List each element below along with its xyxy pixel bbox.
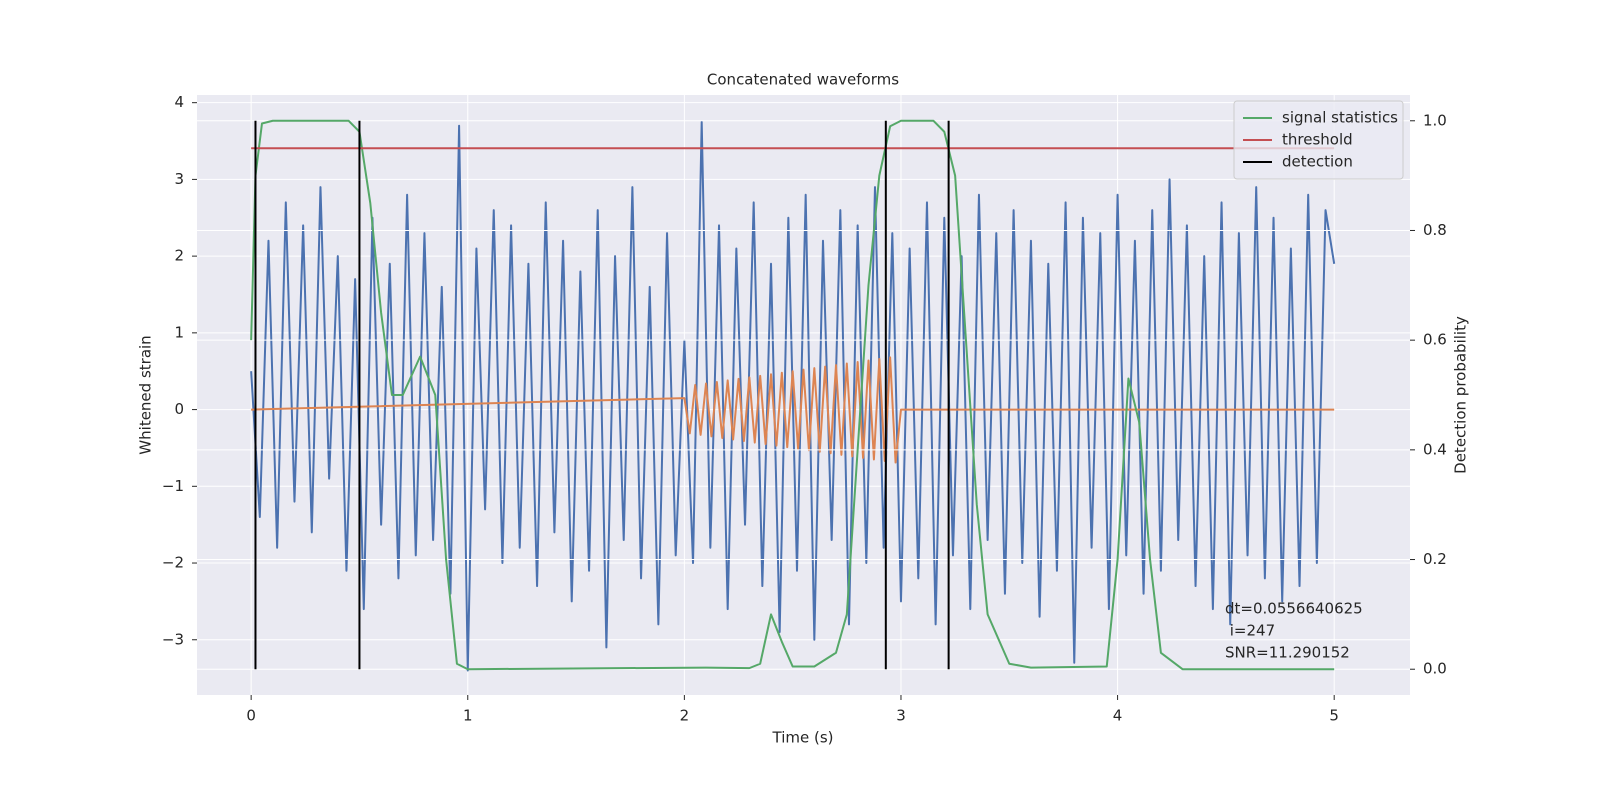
y-tick-label: −1 <box>162 477 184 495</box>
y2-tick-label: 0.4 <box>1423 440 1447 458</box>
y2-tick-label: 0.2 <box>1423 550 1447 568</box>
y-tick-label: −2 <box>162 554 184 572</box>
x-tick-label: 5 <box>1329 707 1339 725</box>
y2-tick-label: 0.6 <box>1423 331 1447 349</box>
y-tick-label: 4 <box>174 93 184 111</box>
legend-label: detection <box>1282 153 1353 171</box>
annotation: dt=0.0556640625 <box>1225 600 1363 618</box>
x-tick-label: 1 <box>463 707 473 725</box>
y-tick-label: 3 <box>174 170 184 188</box>
y2-axis-label: Detection probability <box>1452 316 1470 474</box>
annotation: i=247 <box>1225 622 1275 640</box>
x-tick-label: 3 <box>896 707 906 725</box>
x-tick-label: 2 <box>680 707 690 725</box>
legend-label: signal statistics <box>1282 109 1398 127</box>
y2-tick-label: 1.0 <box>1423 111 1447 129</box>
series-line <box>251 356 1335 464</box>
y-tick-label: 2 <box>174 247 184 265</box>
y-tick-label: 0 <box>174 400 184 418</box>
x-tick-label: 0 <box>246 707 256 725</box>
x-axis-label: Time (s) <box>772 729 834 747</box>
x-tick-label: 4 <box>1113 707 1123 725</box>
series-line <box>250 120 1336 672</box>
legend-box <box>1233 100 1404 180</box>
series-line <box>250 119 1335 671</box>
y-axis-label: Whitened strain <box>137 335 155 454</box>
y2-tick-label: 0.8 <box>1423 221 1447 239</box>
legend-label: threshold <box>1282 131 1353 149</box>
annotation: SNR=11.290152 <box>1225 644 1350 662</box>
y2-tick-label: 0.0 <box>1423 660 1447 678</box>
chart-title: Concatenated waveforms <box>707 71 899 89</box>
y-tick-label: 1 <box>174 323 184 341</box>
y-tick-label: −3 <box>162 630 184 648</box>
